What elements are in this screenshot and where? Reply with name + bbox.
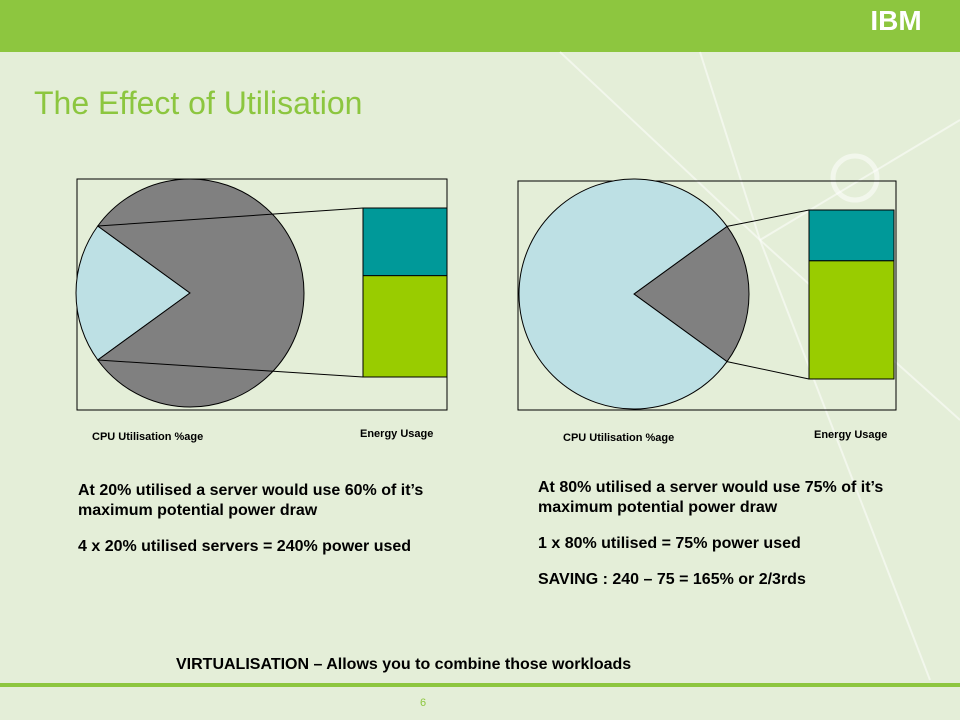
connector [726,209,810,227]
bar-segment [808,260,895,380]
pie-label: CPU Utilisation %age [92,431,203,443]
pie-label: CPU Utilisation %age [563,432,674,444]
footer-line [0,683,960,687]
bar-label: Energy Usage [360,428,433,440]
chart-frame [517,180,897,411]
header-bar [0,0,960,52]
bar-segment [362,207,448,277]
note: At 80% utilised a server would use 75% o… [538,479,884,516]
note: 1 x 80% utilised = 75% power used [538,535,801,552]
banner: VIRTUALISATION – Allows you to combine t… [176,656,631,673]
notes-right: At 80% utilised a server would use 75% o… [538,478,918,606]
connector [726,361,810,380]
note: 4 x 20% utilised servers = 240% power us… [78,538,412,555]
page-number: 6 [420,697,426,709]
note: SAVING : 240 – 75 = 165% or 2/3rds [538,571,806,588]
bar-segment [808,209,895,262]
pie-slice [75,225,191,361]
note: At 20% utilised a server would use 60% o… [78,482,424,519]
pie-slice [518,178,728,410]
bar-segment [362,275,448,378]
bar-label: Energy Usage [814,429,887,441]
connector [97,359,364,378]
connector [97,207,364,227]
pie-slice [97,178,305,408]
pie-slice [633,225,750,363]
slide-title: The Effect of Utilisation [34,85,362,121]
notes-left: At 20% utilised a server would use 60% o… [78,481,458,573]
logo: IBM [870,5,921,36]
